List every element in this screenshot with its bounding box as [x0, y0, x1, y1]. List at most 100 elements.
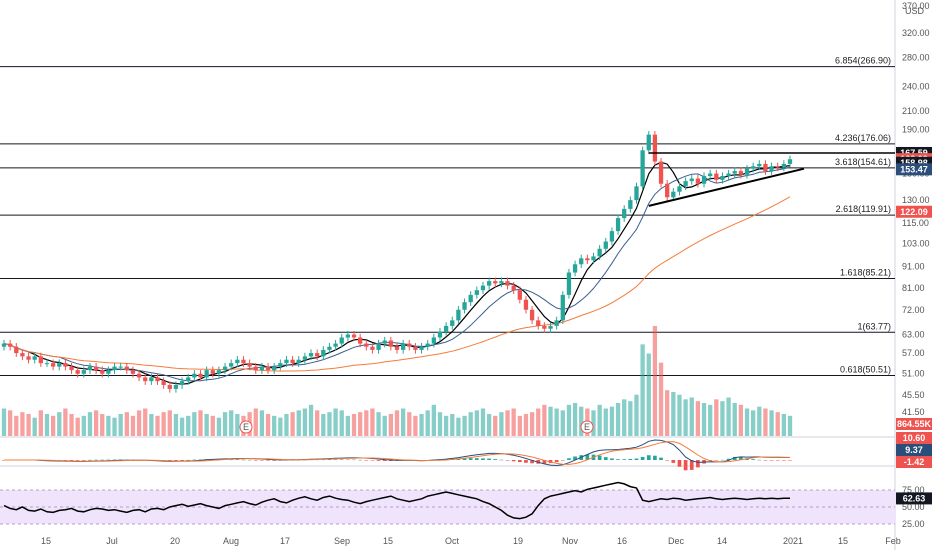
fib-level-label: 4.236(176.06) [835, 133, 891, 143]
volume-bar [192, 412, 197, 436]
macd-histogram-bar [235, 459, 240, 461]
candle-body [394, 346, 400, 350]
macd-histogram-bar [192, 459, 197, 461]
price-tick-label: 51.00 [902, 369, 925, 379]
price-tag-label: 167.59 [900, 148, 928, 158]
candle-body [370, 346, 375, 350]
macd-histogram-bar [167, 460, 172, 461]
volume-bar [615, 403, 621, 436]
candle-body [456, 309, 461, 321]
candle-body [241, 359, 246, 364]
candle-body [382, 340, 387, 344]
volume-bar [136, 410, 142, 436]
candle-body [173, 384, 179, 389]
triangle-pattern [648, 152, 895, 207]
macd-histogram-bar [628, 458, 633, 460]
volume-bar [443, 415, 449, 436]
volume-bar [781, 414, 787, 436]
volume-bar [106, 415, 111, 436]
candle-body [499, 281, 504, 284]
candle-body [677, 186, 682, 192]
volume-bar [333, 408, 338, 436]
volume-bar [671, 392, 676, 436]
time-tick-label: 15 [383, 536, 393, 546]
volume-bar [161, 412, 166, 436]
volume-bar [658, 362, 664, 436]
macd-tag [896, 456, 932, 468]
fib-level-label: 1.618(85.21) [840, 267, 891, 277]
volume-bar [431, 404, 436, 436]
volume-bar [622, 399, 627, 436]
time-tick-label: Feb [885, 536, 901, 546]
candle-body [321, 349, 326, 357]
volume-bar [93, 410, 99, 436]
macd-histogram-bar [88, 459, 92, 461]
candle-body [253, 366, 258, 371]
volume-bar [634, 394, 639, 436]
macd-histogram-bar [346, 459, 350, 461]
candle-body [315, 353, 320, 357]
candle-body [609, 231, 615, 242]
macd-histogram-bar [333, 459, 338, 461]
candle-body [247, 363, 252, 367]
price-tick-label: 320.00 [902, 28, 930, 38]
volume-bar [437, 412, 443, 436]
fib-level-label: 1(63.77) [857, 321, 891, 331]
candle-body [431, 337, 436, 344]
candle-body [333, 343, 338, 347]
candle-body [75, 370, 80, 374]
candle-body [57, 363, 62, 367]
volume-bar [499, 412, 504, 436]
macd-histogram-bar [63, 460, 68, 461]
candle-body [757, 163, 762, 167]
candle-body [69, 366, 74, 371]
candle-body [259, 366, 265, 371]
macd-histogram-bar [321, 459, 326, 461]
candle-body [198, 373, 203, 378]
volume-bar [388, 414, 394, 436]
candle-body [327, 346, 332, 350]
candle-body [118, 366, 123, 368]
macd-histogram-bar [597, 455, 602, 460]
macd-tag [896, 432, 932, 444]
candle-body [720, 176, 725, 180]
candle-body [787, 159, 793, 164]
volume-bar [665, 390, 670, 436]
volume-bar [646, 353, 651, 436]
macd-histogram-bar [487, 458, 491, 460]
volume-bar [787, 415, 793, 436]
fib-level-label: 2.618(119.91) [836, 204, 891, 214]
macd-histogram-bar [659, 457, 663, 460]
candle-body [732, 171, 737, 174]
time-tick-label: Sep [334, 536, 350, 546]
time-tick-label: 17 [280, 536, 290, 546]
volume-bar [407, 412, 412, 436]
volume-bar [210, 415, 215, 436]
candle-body [695, 178, 701, 184]
volume-bar [1, 408, 7, 436]
volume-bar [450, 414, 455, 436]
candle-body [7, 343, 13, 347]
candle-body [689, 178, 694, 182]
macd-histogram-bar [112, 459, 117, 461]
candle-body [44, 363, 50, 365]
volume-bar [597, 404, 602, 436]
candle-body [186, 377, 191, 382]
volume-bar [50, 415, 56, 436]
candle-body [222, 366, 228, 371]
macd-histogram-bar [567, 458, 571, 460]
macd-histogram-bar [505, 460, 510, 461]
candle-body [474, 290, 479, 295]
volume-bar [591, 410, 596, 436]
volume-bar [38, 410, 43, 436]
time-tick-label: 15 [838, 536, 848, 546]
candle-body [714, 173, 719, 180]
candle-body [351, 334, 357, 338]
candle-body [20, 353, 25, 357]
macd-histogram-bar [241, 459, 246, 461]
volume-bar [732, 403, 737, 436]
macd-histogram-bar [603, 457, 608, 460]
volume-bar [425, 410, 430, 436]
candle-body [149, 377, 154, 382]
